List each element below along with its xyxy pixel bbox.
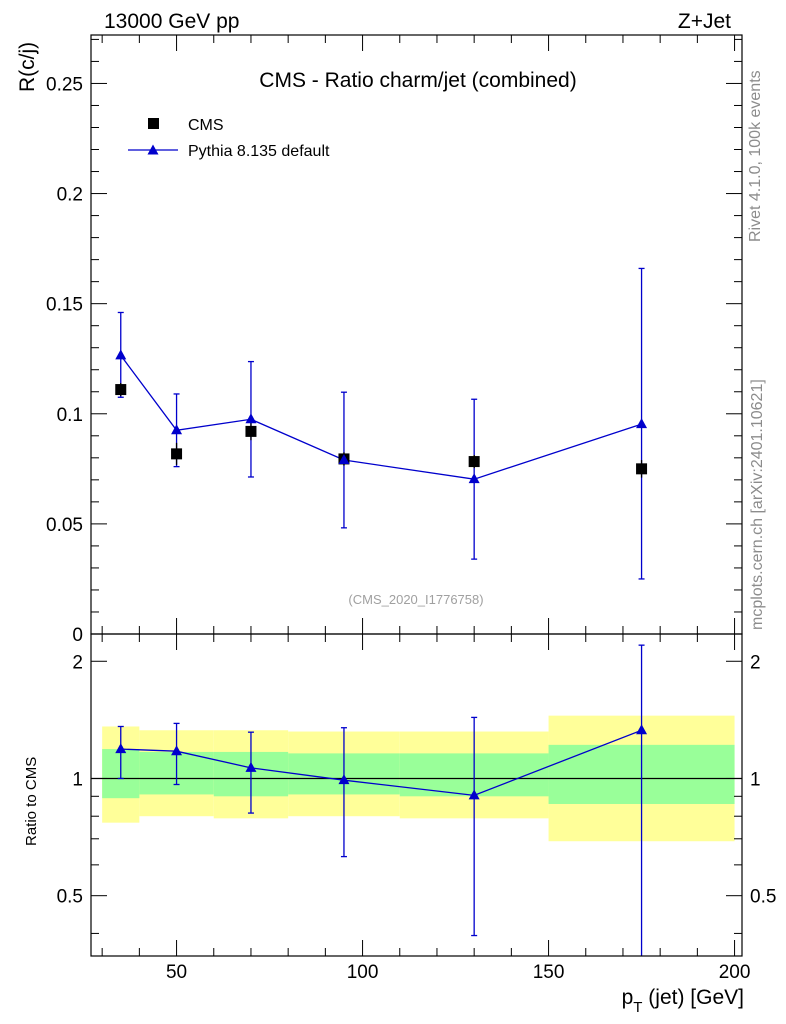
main-series xyxy=(115,267,648,580)
ratio-bands xyxy=(91,715,742,842)
pythia-data-point xyxy=(115,349,127,360)
main-ytick-label: 0 xyxy=(72,625,83,646)
pythia-data-point xyxy=(171,424,183,435)
analysis-watermark: (CMS_2020_I1776758) xyxy=(348,592,483,607)
legend-cms-label: CMS xyxy=(188,117,224,134)
ratio-ticks: 0.5 0.5 1 1 2 2 50 100 150 200 xyxy=(57,634,776,983)
rivet-label: Rivet 4.1.0, 100k events xyxy=(747,70,764,242)
ratio-ytick-label-left: 2 xyxy=(72,652,83,673)
ratio-pythia-line xyxy=(120,729,642,797)
ratio-ytick-label-right: 1 xyxy=(750,769,761,790)
x-axis-title-rest: (jet) [GeV] xyxy=(642,986,744,1009)
pythia-data-point xyxy=(338,454,350,465)
pythia-data-point xyxy=(245,413,257,424)
ratio-ytick-label-right: 2 xyxy=(750,652,761,673)
ratio-series xyxy=(115,644,648,956)
cms-data-point xyxy=(245,425,257,437)
legend-cms-marker xyxy=(148,118,159,129)
x-tick-label: 150 xyxy=(533,962,565,983)
legend: CMS Pythia 8.135 default xyxy=(128,117,330,160)
x-tick-label: 50 xyxy=(166,962,187,983)
ratio-pythia-point xyxy=(468,789,480,800)
ratio-pythia-point xyxy=(245,761,257,772)
header-left-label: 13000 GeV pp xyxy=(104,10,239,33)
cms-data-point xyxy=(115,384,127,396)
main-ytick-label: 0.1 xyxy=(57,405,83,426)
ratio-pythia-point xyxy=(115,743,127,754)
main-ylabel: R(c/j) xyxy=(16,42,39,92)
x-axis-title: pT (jet) [GeV] xyxy=(622,986,744,1016)
main-ticks: 0 0.05 0.1 0.15 0.2 0.25 xyxy=(46,35,742,646)
ratio-pythia-point xyxy=(338,774,350,785)
main-panel: 0 0.05 0.1 0.15 0.2 0.25 CMS - Ratio charm/je… xyxy=(16,34,743,646)
main-ytick-label: 0.2 xyxy=(57,185,83,206)
pythia-data-point xyxy=(636,418,648,429)
cms-data-point xyxy=(636,463,648,475)
x-tick-label: 100 xyxy=(347,962,379,983)
ratio-ytick-label-left: 1 xyxy=(72,769,83,790)
ratio-plot-frame xyxy=(90,633,743,957)
mcplots-label: mcplots.cern.ch [arXiv:2401.10621] xyxy=(749,379,766,630)
ratio-ylabel: Ratio to CMS xyxy=(23,757,40,846)
x-axis-title-sub: T xyxy=(633,999,642,1016)
pythia-data-point xyxy=(468,473,480,484)
ratio-ytick-label-right: 0.5 xyxy=(750,887,776,908)
x-axis-title-main: p xyxy=(622,986,634,1009)
header-right-label: Z+Jet xyxy=(678,10,731,33)
legend-pythia-label: Pythia 8.135 default xyxy=(188,143,330,160)
ratio-panel: 0.5 0.5 1 1 2 2 50 100 150 200 Ratio to CMS pT (j… xyxy=(23,633,776,1016)
cms-data-point xyxy=(171,448,183,460)
x-tick-label: 200 xyxy=(719,962,751,983)
legend-pythia-marker xyxy=(147,144,159,155)
main-ytick-label: 0.25 xyxy=(46,74,83,95)
ratio-pythia-point xyxy=(171,745,183,756)
main-title: CMS - Ratio charm/jet (combined) xyxy=(259,69,576,92)
pythia-line xyxy=(120,355,642,480)
cms-data-point xyxy=(468,456,480,468)
ratio-pythia-point xyxy=(636,724,648,735)
main-ytick-label: 0.05 xyxy=(46,515,83,536)
main-ytick-label: 0.15 xyxy=(46,295,83,316)
ratio-ytick-label-left: 0.5 xyxy=(57,887,83,908)
